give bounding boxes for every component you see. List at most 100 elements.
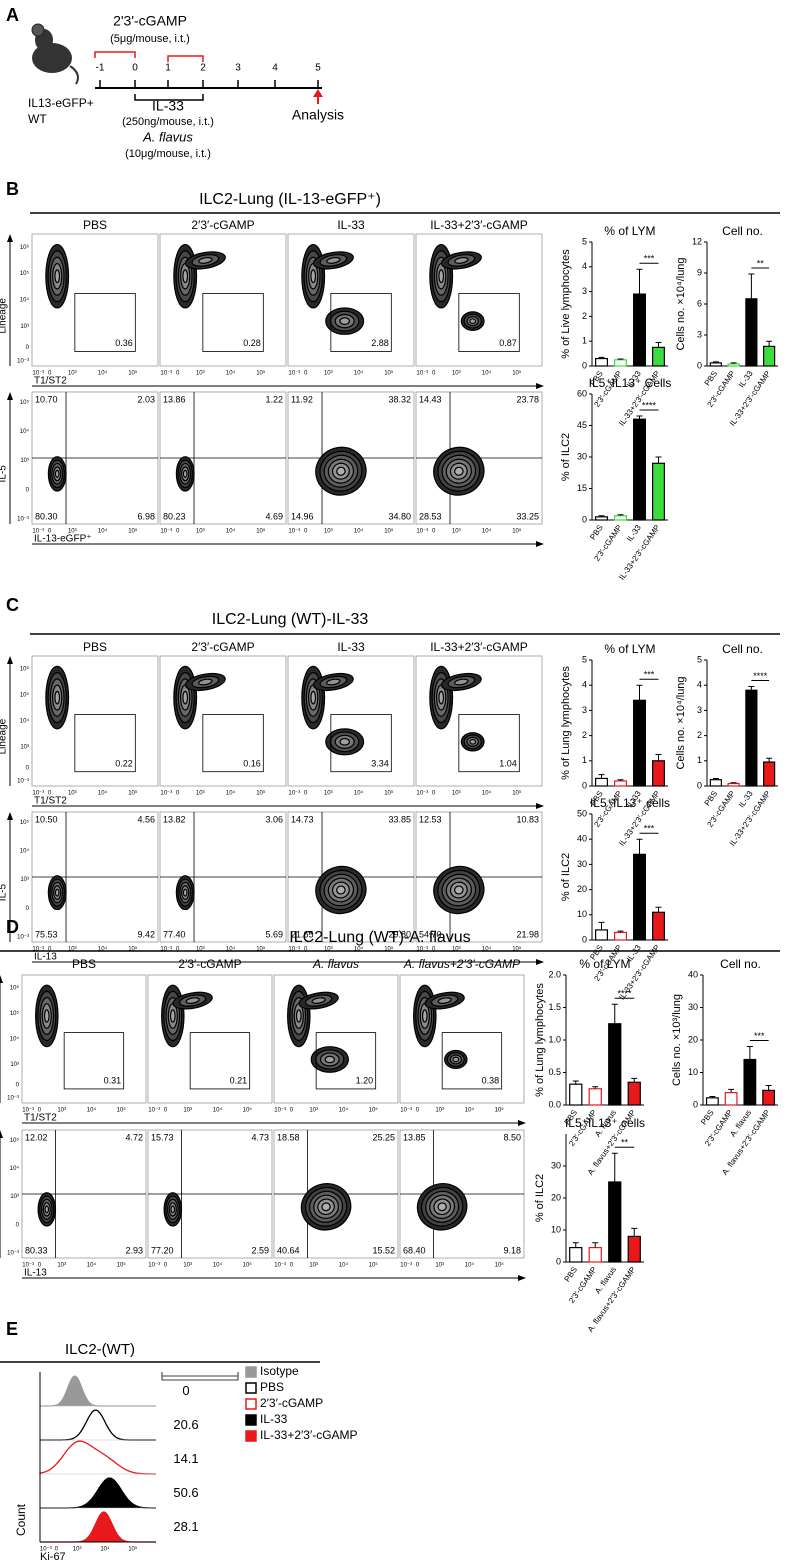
quadrant-percent: 34.80 [388,511,411,521]
x-tick-label: 10⁻³ [274,1263,286,1269]
quadrant-percent: 25.25 [372,1132,395,1142]
y-axis-label: % of Lung lymphocytes [534,983,546,1097]
bar [633,418,646,521]
y-tick-label: 10³ [20,324,29,330]
x-tick-label: 10⁵ [256,790,266,797]
error-bar [655,341,662,348]
x-tick-label: 10⁻³ [400,1108,412,1114]
bar [614,780,627,787]
bar [614,359,627,367]
mouse-tail [69,65,79,85]
gate [74,292,136,352]
contour [326,256,341,264]
x-tick-label: 10⁵ [512,790,522,797]
column-header: 2′3′-cGAMP [191,218,254,232]
gate-percent: 1.04 [499,758,517,768]
bar [608,1023,622,1106]
y-tick-label: 20 [688,1034,698,1044]
gate-percent: 0.22 [115,758,133,768]
column-header: IL-33+2′3′-cGAMP [430,218,528,232]
x-tick-label: 10⁴ [98,946,108,953]
x-tick-label: 10⁻³ [160,791,172,797]
x-tick-label: 10³ [183,1108,192,1114]
quadrant-percent: 4.72 [125,1132,143,1142]
arrowhead [7,234,13,242]
y-tick-label: 0 [16,1083,20,1089]
error-bar [636,838,643,855]
error-bar [598,774,605,779]
bar [763,761,776,787]
arrowhead [536,541,544,547]
gate [330,292,392,352]
error-bar [631,1227,638,1237]
bar [614,515,627,521]
bar [763,345,776,367]
x-tick-label: 10⁴ [354,528,364,535]
x-tick-label: 10⁴ [482,528,492,535]
bar [627,1081,641,1106]
y-tick-label: 10⁴ [20,718,30,725]
x-tick-label: 0 [304,947,308,953]
error-bar [709,1096,716,1098]
contour [437,1202,447,1212]
y-tick-label: 4 [582,261,587,271]
histogram-trace [40,1477,156,1509]
quadrant-percent: 77.40 [163,929,186,939]
column-header: PBS [72,957,96,971]
y-axis-label: Cells no. ×10⁴/lung [675,676,687,769]
arrowhead [518,1275,526,1281]
y-tick-label: 0 [16,1222,20,1228]
x-tick-label: 10⁴ [482,790,492,797]
contour [310,269,317,284]
quadrant-percent: 38.32 [388,394,411,404]
y-tick-label: 10⁶ [20,666,30,673]
legend-swatch [245,1430,257,1442]
gate-percent: 2.88 [371,338,389,348]
x-tick-label: 10⁻³ [22,1263,34,1269]
x-tick-label: 10³ [452,371,461,377]
arrowhead [536,803,544,809]
timeline-day: 0 [132,63,138,74]
x-tick-label: 10⁴ [339,1262,349,1269]
y-tick-label: 10 [577,909,587,919]
y-tick-label: 10 [688,1067,698,1077]
x-tick-label: 10⁻³ [416,371,428,377]
panel-label: A [6,5,19,25]
x-tick-label: 0 [48,529,52,535]
x-tick-label: 10⁴ [226,946,236,953]
bar [569,1246,583,1263]
quadrant-percent: 21.98 [516,929,539,939]
mouse-ear [31,23,45,37]
x-tick-label: 10⁴ [339,1107,349,1114]
y-tick-label: 1.5 [548,1002,561,1012]
significance: **** [753,671,768,681]
contour [438,269,445,284]
x-axis-label: IL-13 [24,1268,47,1279]
y-tick-label: 10⁵ [20,270,30,277]
bar [595,516,608,521]
bar [569,1083,583,1106]
quadrant-percent: 12.53 [419,814,442,824]
y-tick-label: 10³ [20,877,29,883]
quadrant-percent: 2.93 [125,1245,143,1255]
x-tick-label: 10⁵ [495,1107,505,1114]
x-tick-label: 10³ [324,529,333,535]
error-bar [592,1086,599,1089]
y-tick-label: 0 [556,1256,561,1266]
gate-percent: 3.34 [371,758,389,768]
bar [588,1246,602,1263]
y-tick-label: 10³ [20,458,29,464]
x-tick-label: 10⁻³ [32,371,44,377]
contour [54,269,61,284]
x-tick-label: 10⁴ [100,1546,110,1553]
y-axis-label: Lineage [0,298,9,334]
contour [339,737,351,746]
bar [588,1088,602,1106]
error-bar [598,356,605,359]
histogram-trace [40,1375,156,1407]
y-tick-label: 30 [577,859,587,869]
x-tick-label: 10⁴ [213,1107,223,1114]
quadrant-percent: 77.20 [151,1245,174,1255]
chart-title: Cell no. [720,957,761,971]
x-tick-label: 10⁵ [128,1546,138,1553]
